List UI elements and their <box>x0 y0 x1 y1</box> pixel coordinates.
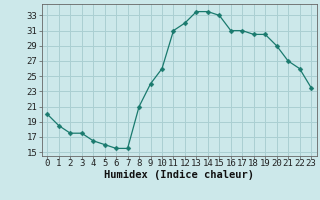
X-axis label: Humidex (Indice chaleur): Humidex (Indice chaleur) <box>104 170 254 180</box>
